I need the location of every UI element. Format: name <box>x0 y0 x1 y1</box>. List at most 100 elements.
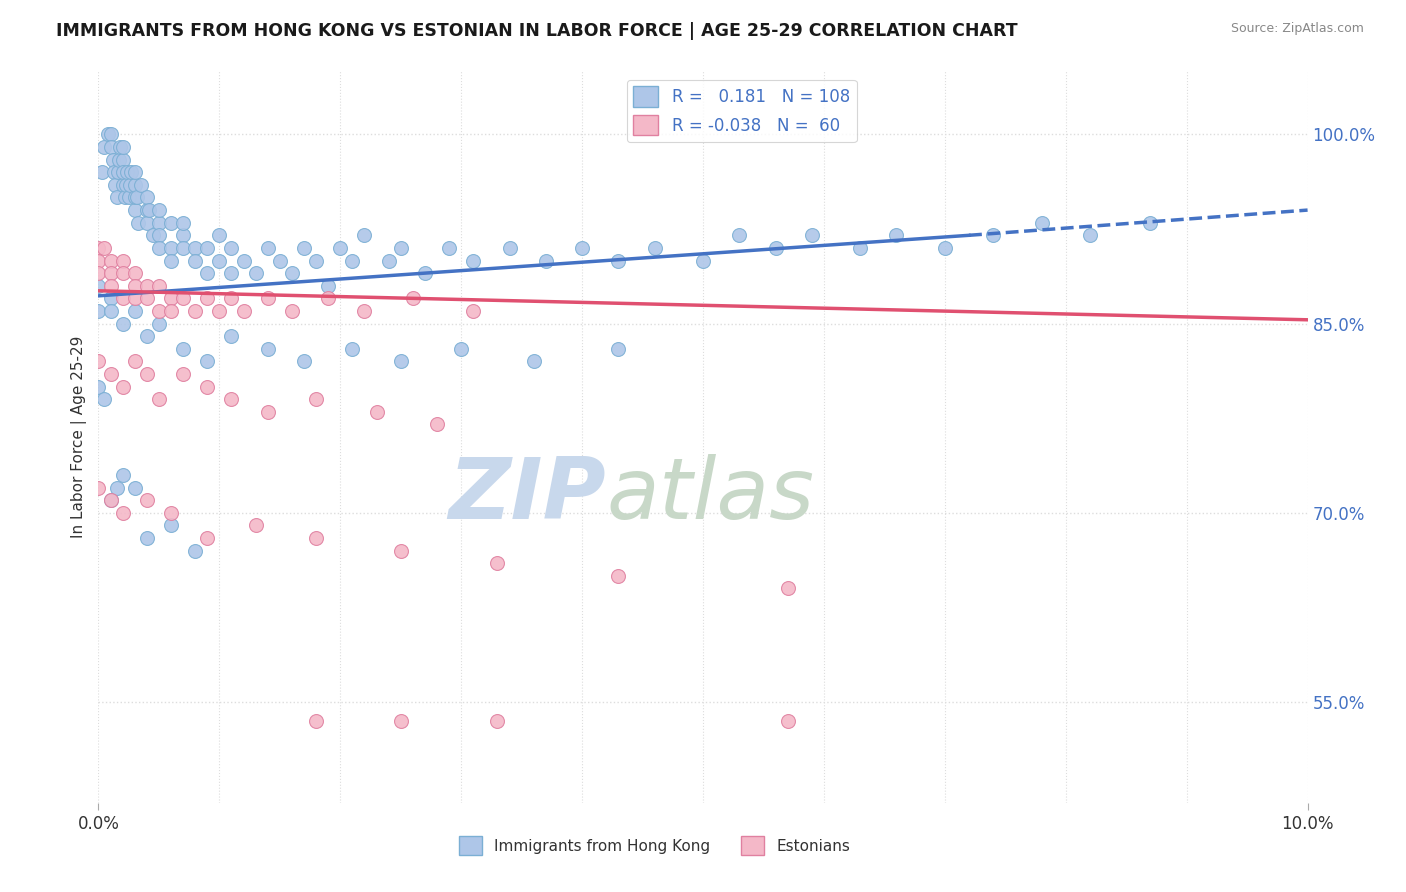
Point <box>100 253 122 268</box>
Point <box>849 241 872 255</box>
Point <box>208 253 231 268</box>
Point <box>101 153 124 167</box>
Point <box>148 203 170 218</box>
Point <box>172 216 194 230</box>
Point <box>114 190 136 204</box>
Point <box>486 556 509 570</box>
Point <box>87 481 110 495</box>
Point <box>108 140 131 154</box>
Point <box>93 392 115 407</box>
Point <box>111 253 134 268</box>
Point <box>124 291 146 305</box>
Point <box>111 178 134 192</box>
Point <box>107 165 129 179</box>
Point <box>221 266 243 280</box>
Text: ZIP: ZIP <box>449 454 606 537</box>
Legend: Immigrants from Hong Kong, Estonians: Immigrants from Hong Kong, Estonians <box>453 830 856 861</box>
Point <box>195 291 218 305</box>
Point <box>316 278 339 293</box>
Point <box>256 405 278 419</box>
Point <box>342 342 364 356</box>
Point <box>148 228 170 243</box>
Point <box>221 392 243 407</box>
Point <box>389 354 412 368</box>
Point <box>886 228 908 243</box>
Point <box>111 153 134 167</box>
Point <box>135 329 157 343</box>
Point <box>148 304 170 318</box>
Point <box>111 291 134 305</box>
Point <box>160 253 183 268</box>
Point <box>377 253 399 268</box>
Point <box>463 253 485 268</box>
Point <box>103 165 125 179</box>
Point <box>281 304 304 318</box>
Point <box>142 228 165 243</box>
Point <box>160 291 183 305</box>
Point <box>127 190 149 204</box>
Point <box>195 379 218 393</box>
Text: atlas: atlas <box>606 454 814 537</box>
Point <box>124 190 146 204</box>
Point <box>93 241 115 255</box>
Point <box>111 266 134 280</box>
Point <box>256 342 278 356</box>
Point <box>93 140 115 154</box>
Point <box>124 354 146 368</box>
Point <box>172 291 194 305</box>
Point <box>208 228 231 243</box>
Point <box>607 342 630 356</box>
Point <box>111 467 134 482</box>
Point <box>148 241 170 255</box>
Point <box>644 241 666 255</box>
Point <box>87 354 110 368</box>
Point <box>316 291 339 305</box>
Point <box>305 531 328 545</box>
Point <box>486 714 509 728</box>
Point <box>160 518 183 533</box>
Point <box>245 266 267 280</box>
Point <box>437 241 460 255</box>
Point <box>366 405 388 419</box>
Point <box>111 379 134 393</box>
Point <box>100 278 122 293</box>
Point <box>1031 216 1053 230</box>
Point <box>195 266 218 280</box>
Point <box>607 253 630 268</box>
Point <box>184 543 207 558</box>
Point <box>498 241 520 255</box>
Point <box>463 304 485 318</box>
Point <box>87 266 110 280</box>
Point <box>124 278 146 293</box>
Point <box>450 342 472 356</box>
Point <box>100 128 122 142</box>
Point <box>305 253 328 268</box>
Point <box>402 291 425 305</box>
Point <box>523 354 546 368</box>
Point <box>111 140 134 154</box>
Point <box>148 317 170 331</box>
Point <box>195 531 218 545</box>
Point <box>148 216 170 230</box>
Point <box>91 165 114 179</box>
Point <box>981 228 1004 243</box>
Text: Source: ZipAtlas.com: Source: ZipAtlas.com <box>1230 22 1364 36</box>
Point <box>129 178 152 192</box>
Point <box>105 190 128 204</box>
Point <box>934 241 956 255</box>
Point <box>111 506 134 520</box>
Point <box>195 241 218 255</box>
Point <box>389 241 412 255</box>
Point <box>269 253 291 268</box>
Point <box>329 241 352 255</box>
Point <box>135 278 157 293</box>
Point <box>111 165 134 179</box>
Point <box>97 128 120 142</box>
Point <box>100 304 122 318</box>
Point <box>1078 228 1101 243</box>
Point <box>87 278 110 293</box>
Point <box>692 253 714 268</box>
Point <box>100 493 122 508</box>
Point <box>138 203 160 218</box>
Point <box>172 228 194 243</box>
